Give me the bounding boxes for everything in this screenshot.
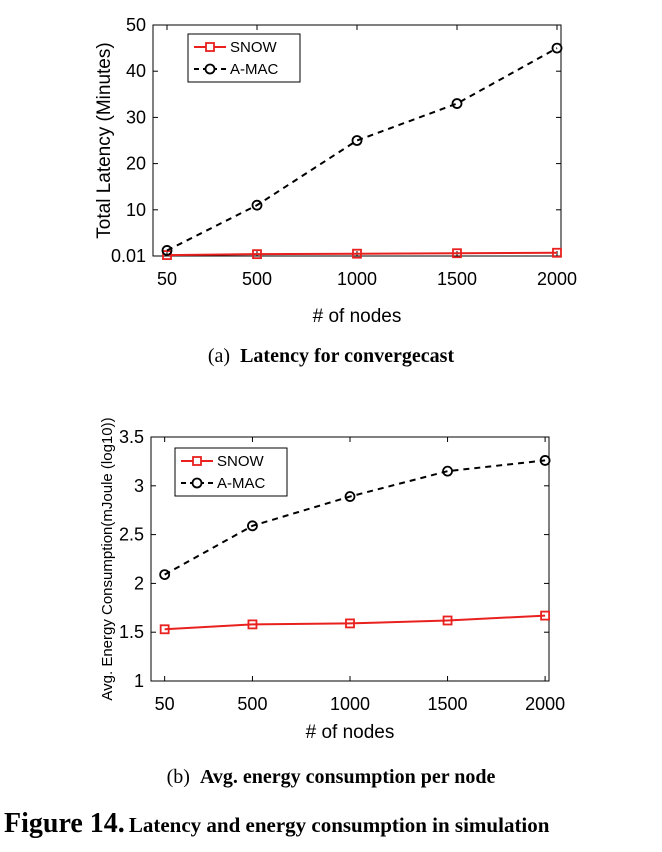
y-tick-label: 50 [126,15,146,35]
x-axis-label: # of nodes [313,306,402,327]
data-point-square [352,248,362,259]
x-tick-label: 1500 [437,269,477,289]
y-axis-label: Total Latency (Minutes) [94,42,115,238]
y-tick-label: 2.5 [119,525,144,545]
x-tick-label: 50 [157,269,177,289]
y-tick-label: 1.5 [119,622,144,642]
series-line-snow [164,614,546,631]
y-tick-label: 20 [126,154,146,174]
data-point-circle [451,98,463,109]
y-tick-label: 0.01 [111,246,146,266]
data-point-square [162,250,172,260]
legend-label-a-mac: A-MAC [230,61,279,78]
x-tick-label: 500 [242,269,272,289]
legend-marker-circle [191,477,203,489]
series-line-a-mac [164,459,546,576]
y-axis-label: Avg. Energy Consumption(mJoule (log10)) [99,417,116,700]
legend-marker-circle [204,63,216,75]
y-tick-label: 1 [134,671,144,691]
data-point-square [252,249,262,260]
caption-a: (a) Latency for convergecast [0,345,662,368]
x-tick-label: 1500 [428,694,468,714]
y-tick-label: 40 [126,61,146,81]
data-point-circle [159,569,171,581]
y-tick-label: 10 [126,200,146,220]
y-tick-label: 3 [134,476,144,496]
data-point-circle [247,520,258,532]
legend-label-snow: SNOW [230,39,278,56]
data-point-square [452,248,462,259]
y-tick-label: 3.5 [119,427,144,447]
caption-b: (b) Avg. energy consumption per node [0,766,662,789]
caption-b-text: Avg. energy consumption per node [199,766,496,788]
figure-caption-text: Latency and energy consumption in simula… [128,813,550,837]
x-tick-label: 50 [155,694,175,714]
data-point-square [345,618,355,629]
data-point-square [552,247,562,258]
x-tick-label: 1000 [337,269,377,289]
y-tick-label: 2 [134,573,144,593]
data-point-circle [442,465,453,477]
legend-label-a-mac: A-MAC [217,475,266,492]
legend-marker-square [205,42,215,52]
x-tick-label: 500 [237,694,267,714]
data-point-square [540,610,550,621]
data-point-circle [161,245,173,256]
x-tick-label: 1000 [330,694,370,714]
data-point-circle [539,455,551,466]
figure-label: Figure 14. [4,808,125,839]
legend-box [174,447,288,497]
data-point-circle [351,135,363,146]
data-point-circle [251,199,263,211]
legend-marker-square [192,456,202,466]
x-tick-label: 2000 [525,694,565,714]
caption-a-text: Latency for convergecast [240,345,455,367]
data-point-square [247,619,258,630]
legend-box [187,33,301,83]
y-tick-label: 30 [126,107,146,127]
data-point-square [442,615,453,626]
series-line-snow [166,251,558,257]
legend-label-snow: SNOW [217,453,265,470]
figure-caption: Figure 14. Latency and energy consumptio… [4,808,662,840]
caption-b-label: (b) [166,766,190,788]
data-point-square [159,624,170,635]
x-tick-label: 2000 [537,269,577,289]
caption-a-label: (a) [207,345,231,367]
data-point-circle [344,491,356,502]
energy-chart: 50 500 1000 1500 2000 1 1.5 2 2.5 3 3.5 # of nodes A… [99,417,565,743]
latency-chart: 50 500 1000 1500 2000 0.01 10 20 30 40 50 # of node… [94,15,577,327]
data-point-circle [551,42,563,54]
x-axis-label: # of nodes [306,722,395,743]
series-line-a-mac [166,47,558,252]
